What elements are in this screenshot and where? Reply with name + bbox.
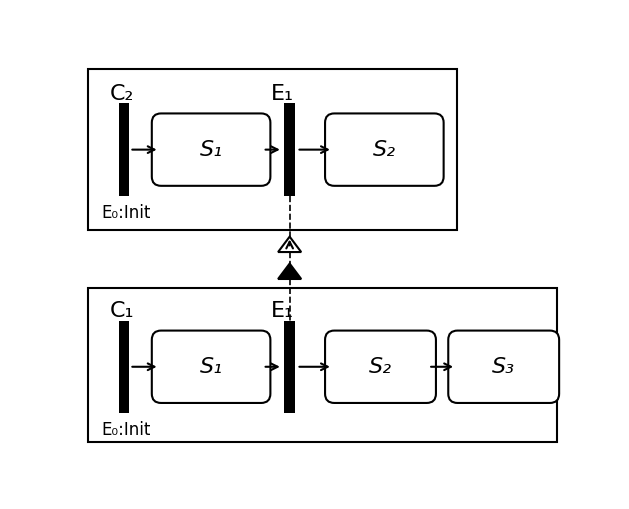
- Text: E₁: E₁: [271, 301, 294, 321]
- Bar: [119, 103, 130, 196]
- Text: S₃: S₃: [493, 357, 515, 377]
- Text: S₂: S₂: [373, 139, 396, 160]
- Text: S₁: S₁: [199, 357, 223, 377]
- Polygon shape: [278, 264, 301, 279]
- Text: C₂: C₂: [109, 84, 134, 104]
- Text: S₂: S₂: [369, 357, 392, 377]
- Bar: [284, 103, 295, 196]
- FancyBboxPatch shape: [448, 330, 559, 403]
- Text: E₀:Init: E₀:Init: [102, 204, 151, 221]
- Text: C₁: C₁: [109, 301, 134, 321]
- FancyBboxPatch shape: [325, 330, 436, 403]
- Bar: [88, 69, 457, 231]
- Text: E₁: E₁: [271, 84, 294, 104]
- Text: S₁: S₁: [199, 139, 223, 160]
- Bar: [284, 321, 295, 413]
- Polygon shape: [278, 237, 301, 252]
- Bar: [88, 288, 557, 442]
- Bar: [119, 321, 130, 413]
- FancyBboxPatch shape: [325, 114, 443, 186]
- FancyBboxPatch shape: [152, 330, 270, 403]
- Text: E₀:Init: E₀:Init: [102, 420, 151, 439]
- FancyBboxPatch shape: [152, 114, 270, 186]
